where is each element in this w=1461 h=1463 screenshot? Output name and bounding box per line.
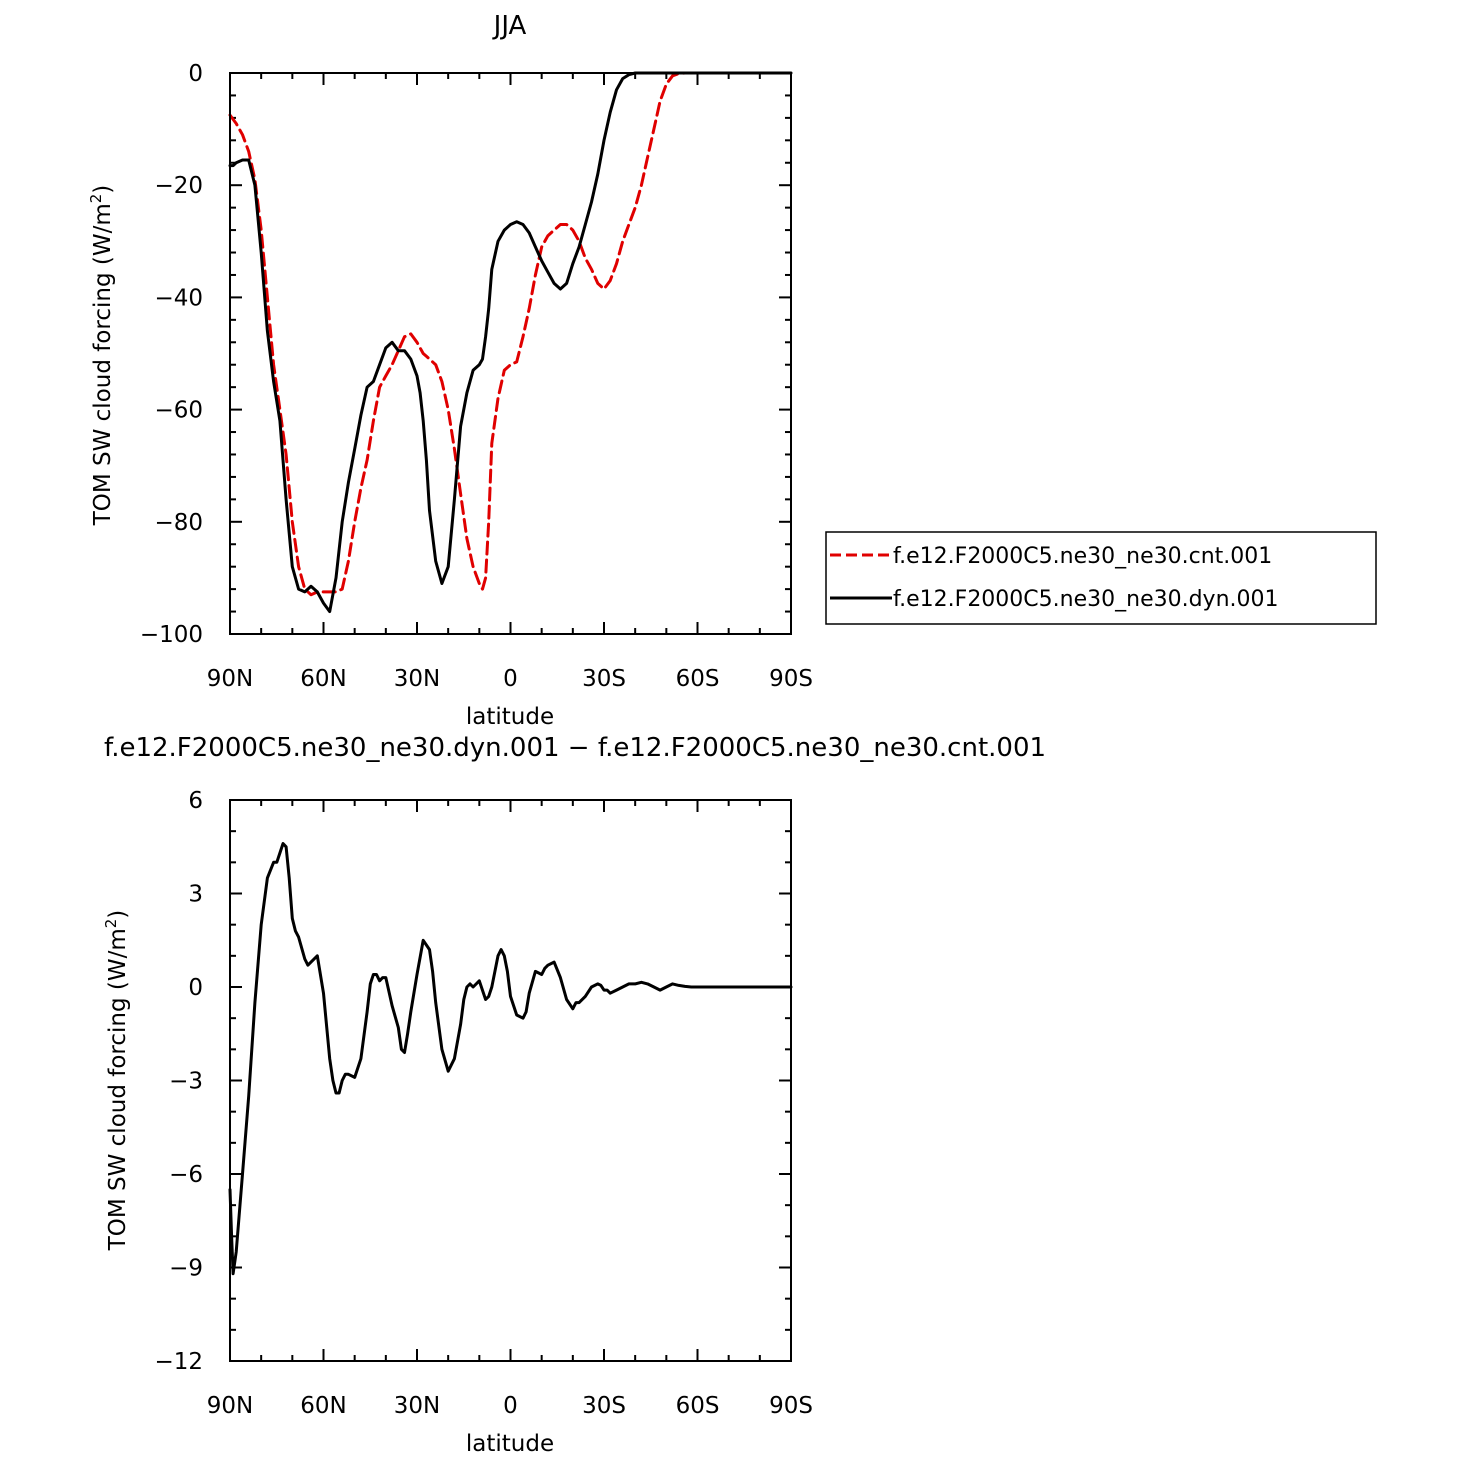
x-tick-label: 90S <box>769 1393 813 1419</box>
top-panel-title: JJA <box>492 11 527 41</box>
y-tick-label: −3 <box>169 1069 203 1095</box>
x-tick-label: 60N <box>300 666 346 692</box>
top-panel-frame <box>229 72 792 635</box>
top-panel-legend: f.e12.F2000C5.ne30_ne30.cnt.001 f.e12.F2… <box>825 531 1377 625</box>
y-tick-label: 3 <box>188 882 203 908</box>
x-tick-label: 30S <box>582 1393 626 1419</box>
top-panel: JJA TOM SW cloud forcing (W/m2) latitude… <box>87 11 813 730</box>
x-tick-label: 60N <box>300 1393 346 1419</box>
y-tick-label: −100 <box>140 622 203 648</box>
x-tick-label: 60S <box>676 666 720 692</box>
y-tick-label: −60 <box>154 398 203 424</box>
x-tick-label: 0 <box>503 1393 518 1419</box>
x-tick-label: 30N <box>394 1393 440 1419</box>
y-tick-label: −6 <box>169 1162 203 1188</box>
y-tick-label: −20 <box>154 173 203 199</box>
top-panel-plot-area <box>228 71 793 614</box>
x-tick-label: 90N <box>207 666 253 692</box>
bottom-panel-title: f.e12.F2000C5.ne30_ne30.dyn.001 − f.e12.… <box>104 733 1046 763</box>
y-tick-label: 0 <box>188 61 203 87</box>
legend-box <box>825 531 1377 625</box>
x-tick-label: 30N <box>394 666 440 692</box>
x-tick-label: 0 <box>503 666 518 692</box>
x-tick-label: 30S <box>582 666 626 692</box>
bottom-panel-frame <box>229 799 792 1362</box>
series-line-1 <box>228 71 793 614</box>
top-panel-x-axis-label: latitude <box>466 704 554 730</box>
legend-label-dyn: f.e12.F2000C5.ne30_ne30.dyn.001 <box>893 587 1279 612</box>
x-tick-label: 90S <box>769 666 813 692</box>
series-line-0 <box>228 71 793 597</box>
bottom-panel-x-axis-label: latitude <box>466 1431 554 1457</box>
x-tick-label: 90N <box>207 1393 253 1419</box>
y-tick-label: −40 <box>154 285 203 311</box>
y-tick-label: 0 <box>188 975 203 1001</box>
bottom-panel-plot-area <box>228 842 793 1276</box>
top-panel-ticks <box>229 72 792 635</box>
y-tick-label: −12 <box>154 1349 203 1375</box>
x-tick-label: 60S <box>676 1393 720 1419</box>
bottom-panel: f.e12.F2000C5.ne30_ne30.dyn.001 − f.e12.… <box>102 733 1046 1457</box>
series-line-0 <box>228 842 793 1276</box>
y-tick-label: −9 <box>169 1256 203 1282</box>
bottom-panel-ticks <box>229 799 792 1362</box>
top-panel-y-axis-label: TOM SW cloud forcing (W/m2) <box>87 185 116 527</box>
legend-label-cnt: f.e12.F2000C5.ne30_ne30.cnt.001 <box>893 544 1272 569</box>
top-panel-tick-labels: 90N 60N 30N 0 30S 60S 90S 0 −20 −40 −60 −80 −100 <box>140 61 813 692</box>
y-tick-label: −80 <box>154 510 203 536</box>
bottom-panel-y-axis-label: TOM SW cloud forcing (W/m2) <box>102 910 131 1252</box>
bottom-panel-tick-labels: 90N 60N 30N 0 30S 60S 90S 6 3 0 −3 −6 −9 −12 <box>154 788 812 1419</box>
y-tick-label: 6 <box>188 788 203 814</box>
